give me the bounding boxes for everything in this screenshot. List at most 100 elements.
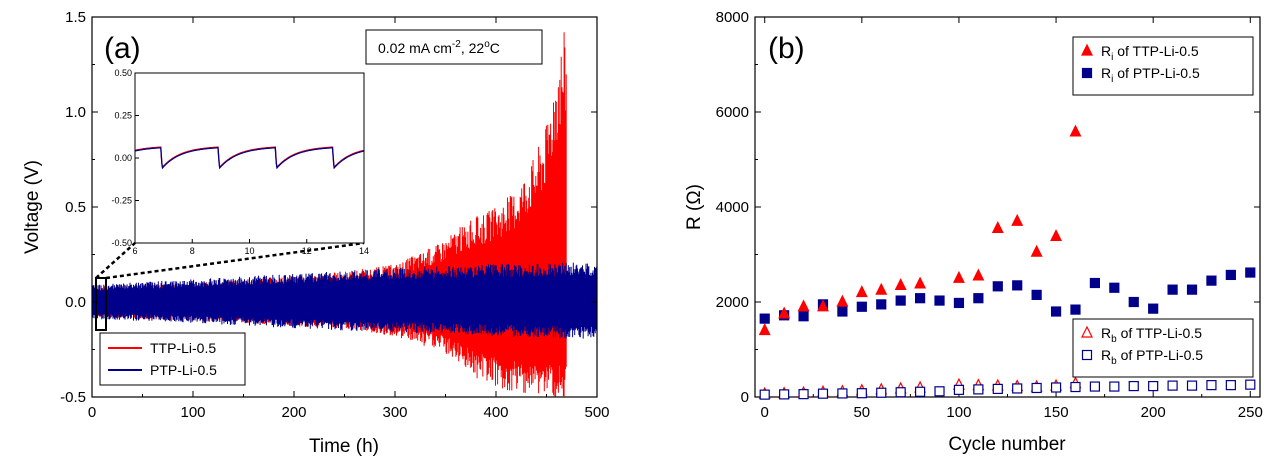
data-point: [914, 386, 926, 397]
panel-a: 0 100 200 300 400 500 -0.5 0.0 0.5 1.0 1.5 (a) 0.0…: [22, 9, 610, 456]
scatter-points: [758, 124, 1256, 400]
data-point: [855, 285, 868, 298]
data-point: [798, 389, 809, 400]
data-point: [1030, 244, 1043, 257]
data-point: [953, 297, 965, 309]
data-point: [875, 282, 888, 295]
data-point: [1167, 284, 1178, 295]
y-tick-label-a: -0.5: [60, 389, 86, 406]
data-point: [1148, 303, 1159, 314]
data-point: [817, 299, 829, 312]
data-point: [992, 383, 1003, 395]
data-point: [1089, 381, 1101, 392]
data-point: [876, 387, 887, 398]
x-tick-label-b: 150: [1044, 404, 1069, 421]
legend-marker: [1081, 67, 1093, 79]
zoom-region-marker: [95, 277, 107, 331]
data-point: [1031, 382, 1042, 394]
data-point: [1089, 277, 1101, 289]
inset-plot: 6 8 10 12 14 -0.50 -0.25 0.00 0.25 0.50: [111, 68, 369, 256]
legend-b-bottom: Rb of TTP-Li-0.5Rb of PTP-Li-0.5: [1072, 318, 1254, 378]
data-point: [797, 299, 810, 312]
data-point: [1109, 282, 1120, 293]
legend-label-b: Ri of PTP-Li-0.5: [1101, 65, 1200, 85]
x-tick-label-b: 0: [761, 404, 769, 421]
data-point: [1128, 296, 1139, 308]
x-axis-label-b: Cycle number: [948, 434, 1066, 455]
x-tick-label-a: 200: [281, 404, 306, 421]
inset-x-tick-label: 10: [244, 246, 254, 256]
data-point: [1050, 382, 1062, 393]
data-point: [1186, 284, 1198, 295]
zoom-connector-left: [95, 242, 136, 279]
data-point: [895, 295, 906, 306]
data-point: [1206, 380, 1217, 391]
y-tick-label-a: 1.5: [65, 9, 86, 26]
data-point: [1186, 380, 1198, 391]
y-tick-label-b: 2000: [716, 294, 749, 311]
annotation-box: [365, 29, 543, 65]
data-point: [817, 388, 829, 399]
legend-label-b: Rb of TTP-Li-0.5: [1101, 325, 1202, 345]
y-tick-label-a: 0.0: [65, 294, 86, 311]
zoom-connector-right: [105, 241, 365, 280]
data-point: [1069, 124, 1082, 137]
y-tick-label-a: 1.0: [65, 104, 86, 121]
panel-b: 0 50 100 150 200 250 0 2000 4000 6000 8000 (b) Ri …: [684, 9, 1263, 455]
inset-traces: [134, 146, 365, 170]
panel-label-b: (b): [768, 32, 805, 65]
data-point: [1050, 306, 1062, 317]
x-axis-label-a: Time (h): [309, 436, 379, 456]
data-point: [934, 295, 945, 306]
x-tick-label-b: 200: [1141, 404, 1166, 421]
data-point: [1012, 383, 1023, 394]
data-point: [836, 294, 849, 307]
x-tick-label-a: 500: [584, 404, 609, 421]
legend-box-a: [99, 332, 246, 386]
panel-label-a: (a): [104, 32, 141, 65]
axis-ticks-b: 0 50 100 150 200 250 0 2000 4000 6000 8000: [716, 9, 1263, 421]
data-point: [876, 299, 887, 310]
x-tick-label-b: 250: [1238, 404, 1263, 421]
data-point: [856, 388, 867, 399]
inset-y-tick-label: -0.50: [111, 238, 132, 248]
inset-background: [135, 73, 364, 243]
data-point: [992, 281, 1003, 292]
inset-x-tick-label: 8: [190, 246, 195, 256]
legend-label-b: Ri of TTP-Li-0.5: [1101, 43, 1199, 63]
data-point: [1225, 269, 1236, 281]
data-point: [973, 384, 984, 395]
legend-marker: [1081, 349, 1093, 361]
inset-trace-ptp: [134, 147, 365, 170]
data-point: [972, 268, 985, 281]
y-tick-label-b: 4000: [716, 199, 749, 216]
x-tick-label-a: 100: [180, 404, 205, 421]
data-point: [759, 313, 770, 324]
x-tick-label-a: 300: [382, 404, 407, 421]
data-point: [837, 306, 848, 317]
y-tick-label-b: 0: [741, 389, 749, 406]
legend-label-ttp: TTP-Li-0.5: [150, 340, 216, 356]
inset-x-tick-label: 14: [359, 246, 369, 256]
data-point: [973, 293, 984, 304]
data-point: [991, 221, 1004, 233]
y-axis-label-b: R (Ω): [684, 184, 705, 230]
data-point: [856, 301, 867, 312]
data-point: [1012, 280, 1023, 291]
inset-x-tick-label: 6: [132, 246, 137, 256]
data-point: [778, 306, 791, 319]
data-point: [798, 311, 809, 322]
inset-ticks: 6 8 10 12 14 -0.50 -0.25 0.00 0.25 0.50: [111, 68, 369, 256]
inset-y-tick-label: 0.25: [114, 111, 132, 121]
data-point: [1050, 229, 1063, 242]
data-point: [934, 386, 945, 397]
legend-box-b: [1072, 318, 1254, 378]
legend-marker: [1081, 43, 1093, 56]
axis-ticks-a: 0 100 200 300 400 500 -0.5 0.0 0.5 1.0 1.5: [60, 9, 609, 421]
data-point: [894, 278, 907, 290]
data-point: [952, 270, 965, 283]
legend-label-b: Rb of PTP-Li-0.5: [1101, 347, 1203, 367]
data-point: [1070, 381, 1081, 393]
data-point: [1128, 380, 1139, 392]
